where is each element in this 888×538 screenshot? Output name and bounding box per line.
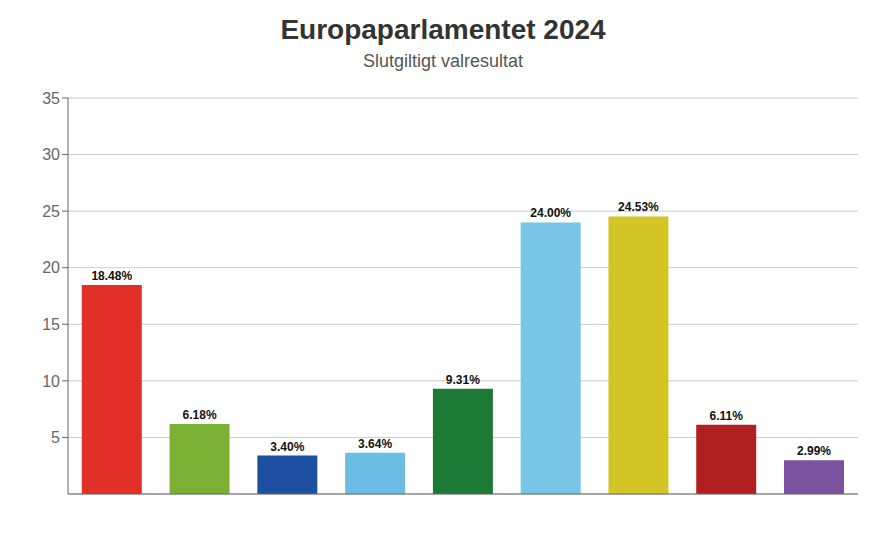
svg-text:24.53%: 24.53%: [618, 200, 659, 214]
svg-text:30: 30: [42, 146, 60, 163]
svg-text:6.11%: 6.11%: [710, 409, 744, 423]
svg-text:18.48%: 18.48%: [91, 269, 132, 283]
svg-text:35: 35: [42, 90, 60, 107]
svg-text:9.31%: 9.31%: [446, 373, 480, 387]
html-text:Europaparlamentet 2024: Europaparlamentet 2024: [280, 14, 606, 45]
svg-text:3.40%: 3.40%: [270, 440, 304, 454]
svg-text:2.99%: 2.99%: [797, 444, 831, 458]
svg-text:15: 15: [42, 316, 60, 333]
svg-text:3.64%: 3.64%: [358, 437, 392, 451]
html-text:Slutgiltigt valresultat: Slutgiltigt valresultat: [363, 51, 523, 71]
svg-text:10: 10: [42, 373, 60, 390]
svg-text:20: 20: [42, 259, 60, 276]
svg-text:5: 5: [51, 429, 60, 446]
svg-text:6.18%: 6.18%: [183, 408, 217, 422]
svg-text:24.00%: 24.00%: [530, 206, 571, 220]
svg-text:25: 25: [42, 203, 60, 220]
